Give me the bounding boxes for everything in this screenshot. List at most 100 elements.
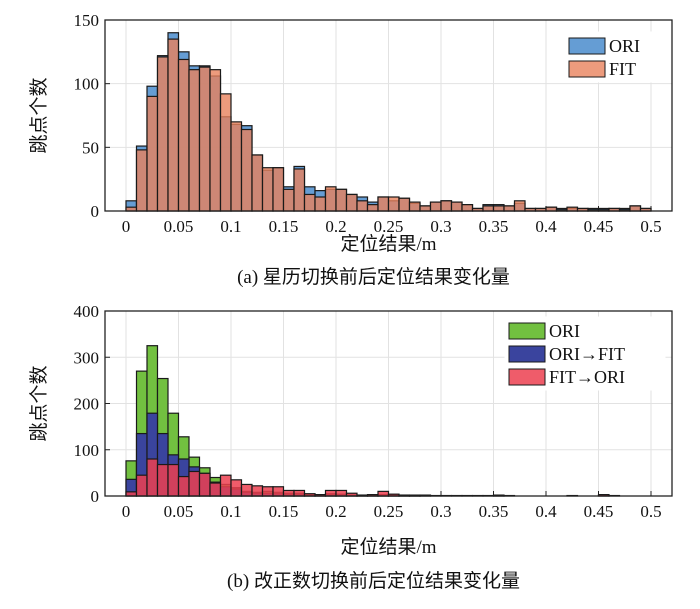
x-tick-label: 0.2 — [325, 502, 346, 521]
bar-fit-ori-3 — [156, 463, 169, 497]
x-tick-label: 0.05 — [164, 217, 194, 236]
legend-label: ORI — [549, 321, 580, 341]
bar-fit-23 — [366, 204, 379, 212]
y-tick-label: 100 — [74, 441, 100, 460]
bar-fit-32 — [461, 204, 474, 212]
legend-swatch — [568, 37, 606, 55]
x-axis-label: 定位结果/m — [340, 233, 436, 255]
x-tick-label: 0.45 — [584, 217, 614, 236]
bar-fit-ori-20 — [335, 489, 348, 497]
bar-fit-48 — [629, 205, 642, 212]
x-axis-label: 定位结果/m — [340, 536, 436, 558]
bar-fit-22 — [356, 200, 369, 212]
chart-caption: (b) 改正数切换前后定位结果变化量 — [227, 570, 520, 592]
bar-fit-ori-12 — [251, 485, 264, 497]
bar-fit-ori-10 — [230, 479, 243, 497]
bar-fit-5 — [177, 58, 190, 212]
bar-fit-36 — [503, 205, 516, 212]
bar-fit-ori-2 — [146, 458, 159, 497]
bar-fit-6 — [188, 69, 201, 212]
bar-fit-ori-24 — [377, 490, 390, 497]
y-tick-label: 150 — [74, 11, 100, 30]
x-tick-label: 0.1 — [220, 502, 241, 521]
bar-fit-4 — [167, 38, 180, 212]
bar-fit-37 — [513, 200, 526, 212]
y-axis-label: 跳点个数 — [28, 365, 50, 441]
axes-box — [104, 310, 673, 497]
x-tick-label: 0.35 — [479, 217, 509, 236]
bar-fit-ori-11 — [240, 483, 253, 497]
x-tick-label: 0.2 — [325, 217, 346, 236]
bar-fit-7 — [198, 66, 211, 212]
legend-swatch — [568, 60, 606, 78]
legend-swatch — [508, 345, 546, 363]
x-tick-label: 0.4 — [535, 217, 557, 236]
x-tick-label: 0.1 — [220, 217, 241, 236]
y-tick-label: 50 — [82, 138, 99, 157]
bar-fit-20 — [335, 188, 348, 212]
bar-fit-ori-13 — [261, 486, 274, 497]
bar-fit-27 — [408, 201, 421, 212]
legend-label: FIT→ORI — [549, 367, 625, 387]
bar-fit-14 — [272, 167, 285, 212]
x-tick-label: 0.05 — [164, 502, 194, 521]
chart-caption: (a) 星历切换前后定位结果变化量 — [237, 266, 510, 288]
legend-swatch — [508, 322, 546, 340]
bar-fit-ori-5 — [177, 475, 190, 497]
legend-label: FIT — [609, 59, 636, 79]
bar-fit-ori-19 — [324, 489, 337, 497]
bar-fit-ori-7 — [198, 472, 211, 497]
bar-fit-28 — [419, 205, 432, 212]
bar-fit-35 — [492, 205, 505, 212]
bar-fit-ori-8 — [209, 482, 222, 497]
bar-fit-ori-16 — [293, 489, 306, 497]
bar-fit-8 — [209, 69, 222, 212]
y-tick-label: 200 — [74, 395, 100, 414]
x-tick-label: 0.3 — [430, 217, 451, 236]
bar-fit-19 — [324, 186, 337, 212]
y-tick-label: 0 — [91, 202, 100, 221]
bar-fit-3 — [156, 56, 169, 212]
bar-fit-ori-6 — [188, 470, 201, 497]
bar-fit-18 — [314, 196, 327, 212]
bar-fit-11 — [240, 128, 253, 212]
bar-fit-21 — [345, 193, 358, 212]
bar-fit-ori-4 — [167, 463, 180, 497]
y-axis-label: 跳点个数 — [28, 77, 50, 153]
y-tick-label: 100 — [74, 75, 100, 94]
bar-fit-24 — [377, 196, 390, 212]
bar-fit-10 — [230, 121, 243, 212]
x-tick-label: 0.15 — [269, 502, 299, 521]
bar-fit-ori-14 — [272, 486, 285, 497]
legend-label: ORI→FIT — [549, 344, 625, 364]
axes-box — [104, 19, 673, 212]
x-tick-label: 0.25 — [374, 502, 404, 521]
bar-fit-29 — [429, 201, 442, 212]
bar-fit-34 — [482, 205, 495, 212]
x-tick-label: 0.5 — [640, 502, 661, 521]
bar-fit-ori-9 — [219, 474, 232, 497]
bar-fit-17 — [303, 193, 316, 212]
bar-fit-ori-15 — [282, 489, 295, 497]
legend-label: ORI — [609, 36, 640, 56]
x-tick-label: 0.5 — [640, 217, 661, 236]
x-tick-label: 0 — [122, 502, 131, 521]
x-tick-label: 0.35 — [479, 502, 509, 521]
x-tick-label: 0.25 — [374, 217, 404, 236]
bar-fit-25 — [387, 196, 400, 212]
bar-fit-12 — [251, 154, 264, 212]
bar-fit-ori-1 — [135, 474, 148, 497]
y-tick-label: 300 — [74, 348, 100, 367]
y-tick-label: 400 — [74, 302, 100, 321]
bar-fit-26 — [398, 197, 411, 212]
y-tick-label: 0 — [91, 487, 100, 506]
x-tick-label: 0.45 — [584, 502, 614, 521]
x-tick-label: 0 — [122, 217, 131, 236]
x-tick-label: 0.4 — [535, 502, 557, 521]
bar-fit-16 — [293, 168, 306, 212]
bar-fit-15 — [282, 188, 295, 212]
x-tick-label: 0.15 — [269, 217, 299, 236]
bar-fit-30 — [440, 200, 453, 212]
bar-fit-13 — [261, 167, 274, 212]
